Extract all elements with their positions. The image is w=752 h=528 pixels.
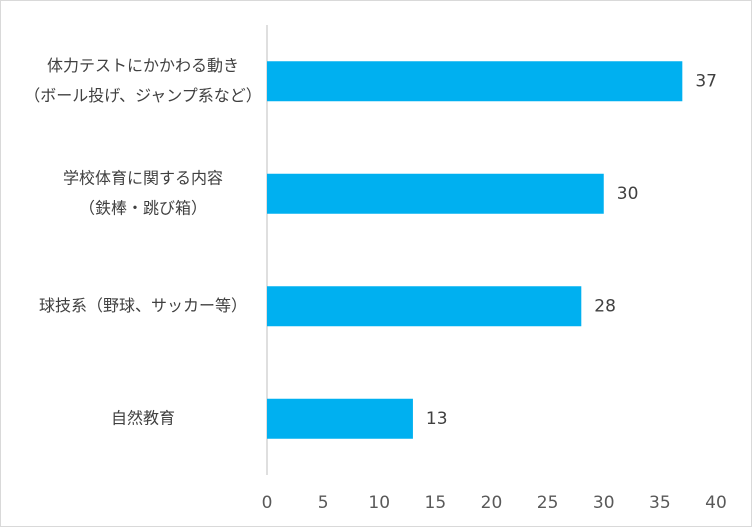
category-label-1-line-1: （鉄棒・跳び箱） bbox=[79, 198, 207, 217]
category-label-0-line-0: 体力テストにかかわる動き bbox=[47, 56, 239, 75]
x-tick-label-7: 35 bbox=[649, 493, 671, 513]
data-label-3: 13 bbox=[426, 409, 448, 429]
x-tick-label-2: 10 bbox=[368, 493, 390, 513]
data-labels: 37 30 28 13 bbox=[426, 71, 717, 429]
category-label-0-line-1: （ボール投げ、ジャンプ系など） bbox=[24, 86, 262, 105]
data-label-1: 30 bbox=[617, 184, 639, 204]
x-tick-label-6: 30 bbox=[593, 493, 615, 513]
bar-0 bbox=[267, 61, 683, 102]
bar-2 bbox=[267, 286, 582, 327]
category-label-1-line-0: 学校体育に関する内容 bbox=[63, 168, 223, 187]
data-label-0: 37 bbox=[695, 71, 717, 91]
bars-group bbox=[267, 61, 683, 439]
x-tick-label-3: 15 bbox=[425, 493, 447, 513]
x-tick-labels: 0 5 10 15 20 25 30 35 40 bbox=[262, 493, 727, 513]
x-tick-label-4: 20 bbox=[481, 493, 503, 513]
bar-1 bbox=[267, 173, 604, 214]
category-label-2-line-0: 球技系（野球、サッカー等） bbox=[39, 296, 247, 315]
bar-3 bbox=[267, 398, 413, 439]
x-tick-label-5: 25 bbox=[537, 493, 559, 513]
data-label-2: 28 bbox=[594, 296, 616, 316]
category-label-3-line-0: 自然教育 bbox=[111, 408, 175, 427]
x-tick-label-1: 5 bbox=[318, 493, 329, 513]
category-labels: 体力テストにかかわる動き （ボール投げ、ジャンプ系など） 学校体育に関する内容 （鉄棒… bbox=[24, 56, 262, 428]
x-tick-label-0: 0 bbox=[262, 493, 273, 513]
x-tick-label-8: 40 bbox=[705, 493, 727, 513]
